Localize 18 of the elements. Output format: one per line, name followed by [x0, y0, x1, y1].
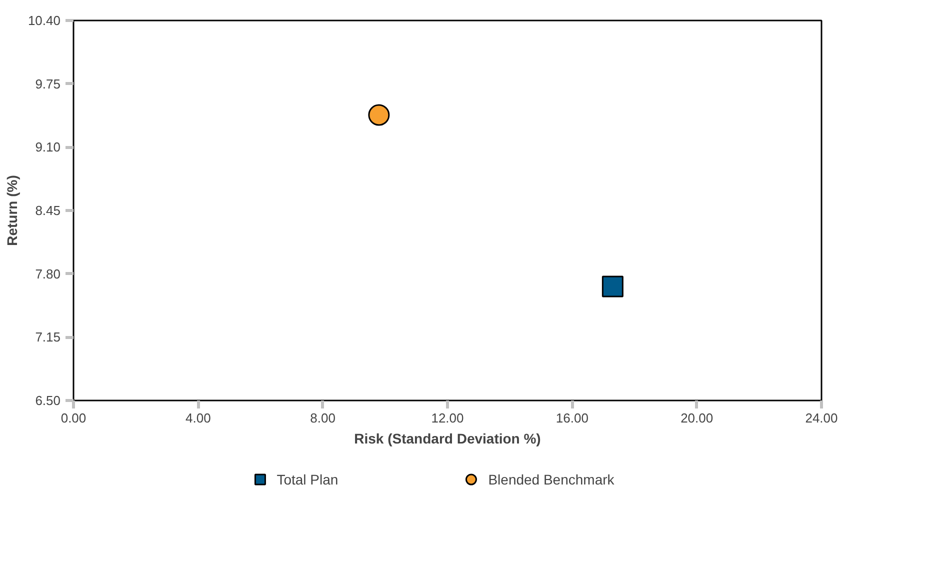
legend-label: Blended Benchmark: [488, 471, 614, 487]
x-tick-label: 24.00: [805, 410, 838, 426]
y-tick-label: 7.80: [35, 266, 61, 282]
legend-label: Total Plan: [276, 471, 338, 487]
y-axis-title: Return (%): [4, 175, 20, 246]
y-tick-label: 9.10: [35, 140, 61, 155]
x-tick-label: 8.00: [310, 410, 336, 426]
x-tick-label: 4.00: [186, 410, 211, 426]
x-tick-label: 20.00: [680, 410, 714, 426]
y-tick-label: 8.45: [35, 203, 61, 218]
x-axis-title: Risk (Standard Deviation %): [354, 430, 541, 446]
y-tick-label: 10.40: [28, 13, 61, 28]
y-tick-label: 7.15: [35, 330, 61, 345]
y-tick-label: 6.50: [35, 393, 61, 408]
x-tick-label: 0.00: [60, 410, 86, 426]
x-tick-label: 12.00: [431, 410, 464, 426]
y-tick-label: 9.75: [35, 76, 61, 92]
x-tick-label: 16.00: [556, 410, 588, 426]
